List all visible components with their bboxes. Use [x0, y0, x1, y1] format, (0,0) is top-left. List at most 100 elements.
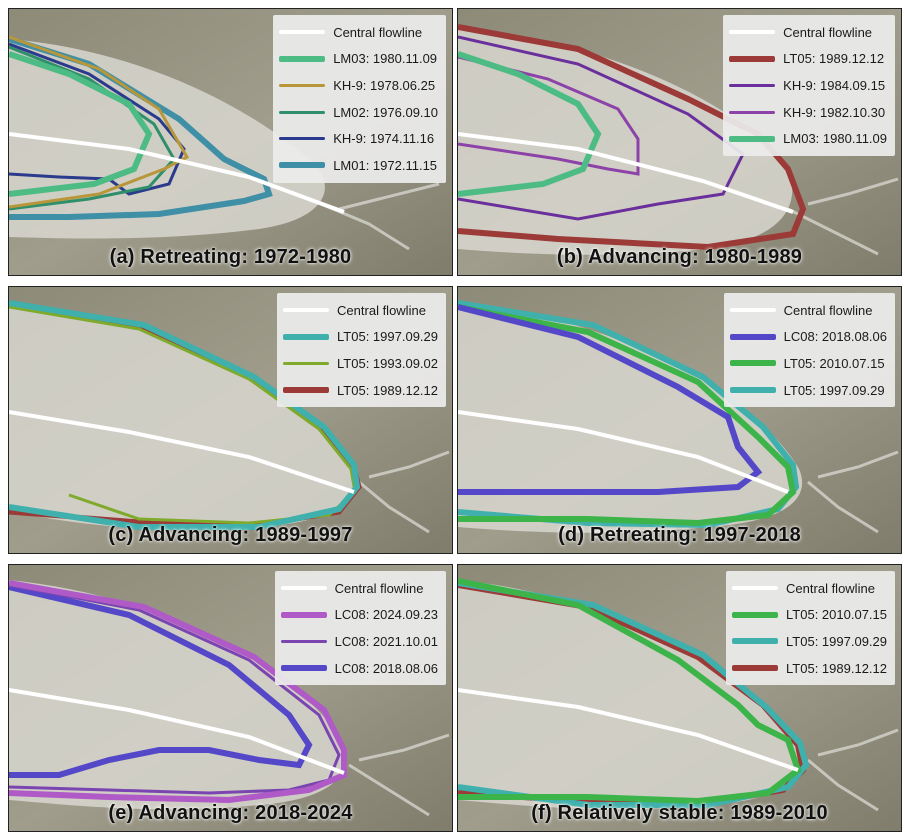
legend-item: Central flowline: [279, 19, 438, 46]
legend-item: LT05: 1989.12.12: [729, 46, 887, 73]
panel-c-map: [9, 287, 452, 553]
legend-swatch: [283, 387, 330, 394]
legend-item: LM03: 1980.11.09: [729, 125, 887, 152]
legend-item: Central flowline: [729, 297, 887, 324]
legend-item: LT05: 1993.09.02: [283, 350, 438, 377]
panel-caption: (e) Advancing: 2018-2024: [108, 802, 353, 824]
glacier-tongue: [9, 302, 354, 531]
legend-swatch: [729, 333, 776, 340]
panel-c: Central flowline LT05: 1997.09.29 LT05: 19…: [8, 286, 453, 554]
front-lt05-1997: [458, 580, 810, 808]
legend: Central flowline LT05: 1989.12.12 KH-9: 19…: [723, 15, 895, 156]
glacier-tongue: [458, 302, 803, 533]
legend-item: KH-9: 1982.10.30: [729, 99, 887, 126]
legend-swatch: [279, 110, 326, 114]
legend-item: Central flowline: [729, 19, 887, 46]
legend-label: LC08: 2021.10.01: [334, 633, 438, 649]
central-flowline: [458, 132, 794, 214]
legend-item: LC08: 2018.08.06: [729, 324, 887, 351]
legend-swatch: [729, 308, 776, 313]
central-flowline: [9, 410, 355, 494]
front-lc08-2018: [9, 584, 313, 778]
front-kh9-1984: [458, 35, 745, 221]
panel-b: Central flowline LT05: 1989.12.12 KH-9: 19…: [457, 8, 902, 276]
panel-caption: (d) Retreating: 1997-2018: [558, 524, 801, 546]
legend-swatch: [729, 135, 776, 142]
legend-swatch: [729, 387, 776, 394]
legend-label: LT05: 1997.09.29: [337, 329, 438, 345]
front-lt05-2010: [458, 578, 802, 805]
glacier-tongue: [9, 580, 347, 810]
front-lt05-1993: [9, 305, 357, 525]
panel-d-map: [458, 287, 901, 553]
legend-label: KH-9: 1984.09.15: [783, 77, 886, 93]
legend-item: LM02: 1976.09.10: [279, 99, 438, 126]
legend-item: KH-9: 1974.11.16: [279, 125, 438, 152]
legend-label: Central flowline: [783, 302, 873, 318]
legend-label: LM01: 1972.11.15: [333, 157, 438, 173]
legend-swatch: [279, 162, 326, 169]
legend: Central flowline LC08: 2018.08.06 LT05: 20…: [723, 293, 895, 408]
legend-label: LC08: 2024.09.23: [334, 607, 438, 623]
legend: Central flowline LT05: 1997.09.29 LT05: 19…: [277, 293, 446, 408]
legend-swatch: [279, 137, 326, 141]
legend-label: LM02: 1976.09.10: [333, 104, 438, 120]
legend-swatch: [729, 110, 776, 114]
legend-label: Central flowline: [786, 580, 875, 596]
legend-label: LT05: 1989.12.12: [337, 382, 438, 398]
legend-swatch: [279, 30, 326, 35]
legend-label: LM03: 1980.11.09: [333, 51, 438, 67]
legend-label: Central flowline: [783, 24, 873, 40]
legend-label: LT05: 1989.12.12: [783, 51, 885, 67]
legend-item: Central flowline: [732, 575, 887, 602]
legend-label: LT05: 1997.09.29: [786, 633, 887, 649]
legend-label: LT05: 1993.09.02: [337, 355, 438, 371]
legend-item: LT05: 1997.09.29: [732, 628, 887, 655]
legend-label: LT05: 2010.07.15: [786, 607, 887, 623]
front-lc08-2018: [458, 304, 763, 495]
legend-item: LM03: 1980.11.09: [279, 46, 438, 73]
legend: Central flowline LT05: 2010.07.15 LT05: 19…: [726, 571, 895, 686]
legend-swatch: [729, 360, 776, 367]
legend-label: Central flowline: [337, 302, 426, 318]
front-lm03: [9, 51, 153, 197]
legend-swatch: [729, 83, 776, 87]
legend-item: LT05: 2010.07.15: [729, 350, 887, 377]
legend-item: KH-9: 1984.09.15: [729, 72, 887, 99]
glacier-tongue: [9, 39, 325, 239]
front-lt05-2010: [458, 304, 797, 527]
legend-label: LC08: 2018.08.06: [334, 660, 438, 676]
central-flowline: [458, 688, 799, 772]
legend-item: LT05: 1989.12.12: [732, 655, 887, 682]
panel-caption: (f) Relatively stable: 1989-2010: [531, 802, 828, 824]
legend: Central flowline LM03: 1980.11.09 KH-9: 19…: [273, 15, 446, 183]
panel-a: Central flowline LM03: 1980.11.09 KH-9: 19…: [8, 8, 453, 276]
legend-swatch: [732, 665, 779, 672]
front-lt05-1997: [9, 300, 361, 530]
legend-swatch: [280, 586, 327, 591]
legend: Central flowline LC08: 2024.09.23 LC08: 20…: [274, 571, 446, 686]
legend-label: Central flowline: [333, 24, 423, 40]
central-flowline: [9, 132, 345, 214]
legend-item: Central flowline: [283, 297, 438, 324]
legend-swatch: [283, 333, 330, 340]
central-flowline: [458, 410, 789, 494]
legend-swatch: [732, 638, 779, 645]
panel-caption: (c) Advancing: 1989-1997: [108, 524, 353, 546]
legend-item: LC08: 2024.09.23: [280, 602, 438, 629]
front-lc08-2024: [9, 580, 347, 804]
legend-swatch: [729, 30, 776, 35]
panel-e: Central flowline LC08: 2024.09.23 LC08: 20…: [8, 564, 453, 832]
panel-d: Central flowline LC08: 2018.08.06 LT05: 20…: [457, 286, 902, 554]
legend-label: LT05: 1989.12.12: [786, 660, 887, 676]
legend-item: LT05: 2010.07.15: [732, 602, 887, 629]
legend-item: LM01: 1972.11.15: [279, 152, 438, 179]
legend-swatch: [283, 308, 330, 313]
legend-item: LT05: 1997.09.29: [283, 324, 438, 351]
legend-swatch: [280, 611, 327, 618]
front-lm03: [458, 51, 602, 197]
legend-swatch: [729, 55, 776, 62]
front-kh9-1982: [458, 55, 640, 176]
legend-item: LC08: 2021.10.01: [280, 628, 438, 655]
legend-item: Central flowline: [280, 575, 438, 602]
